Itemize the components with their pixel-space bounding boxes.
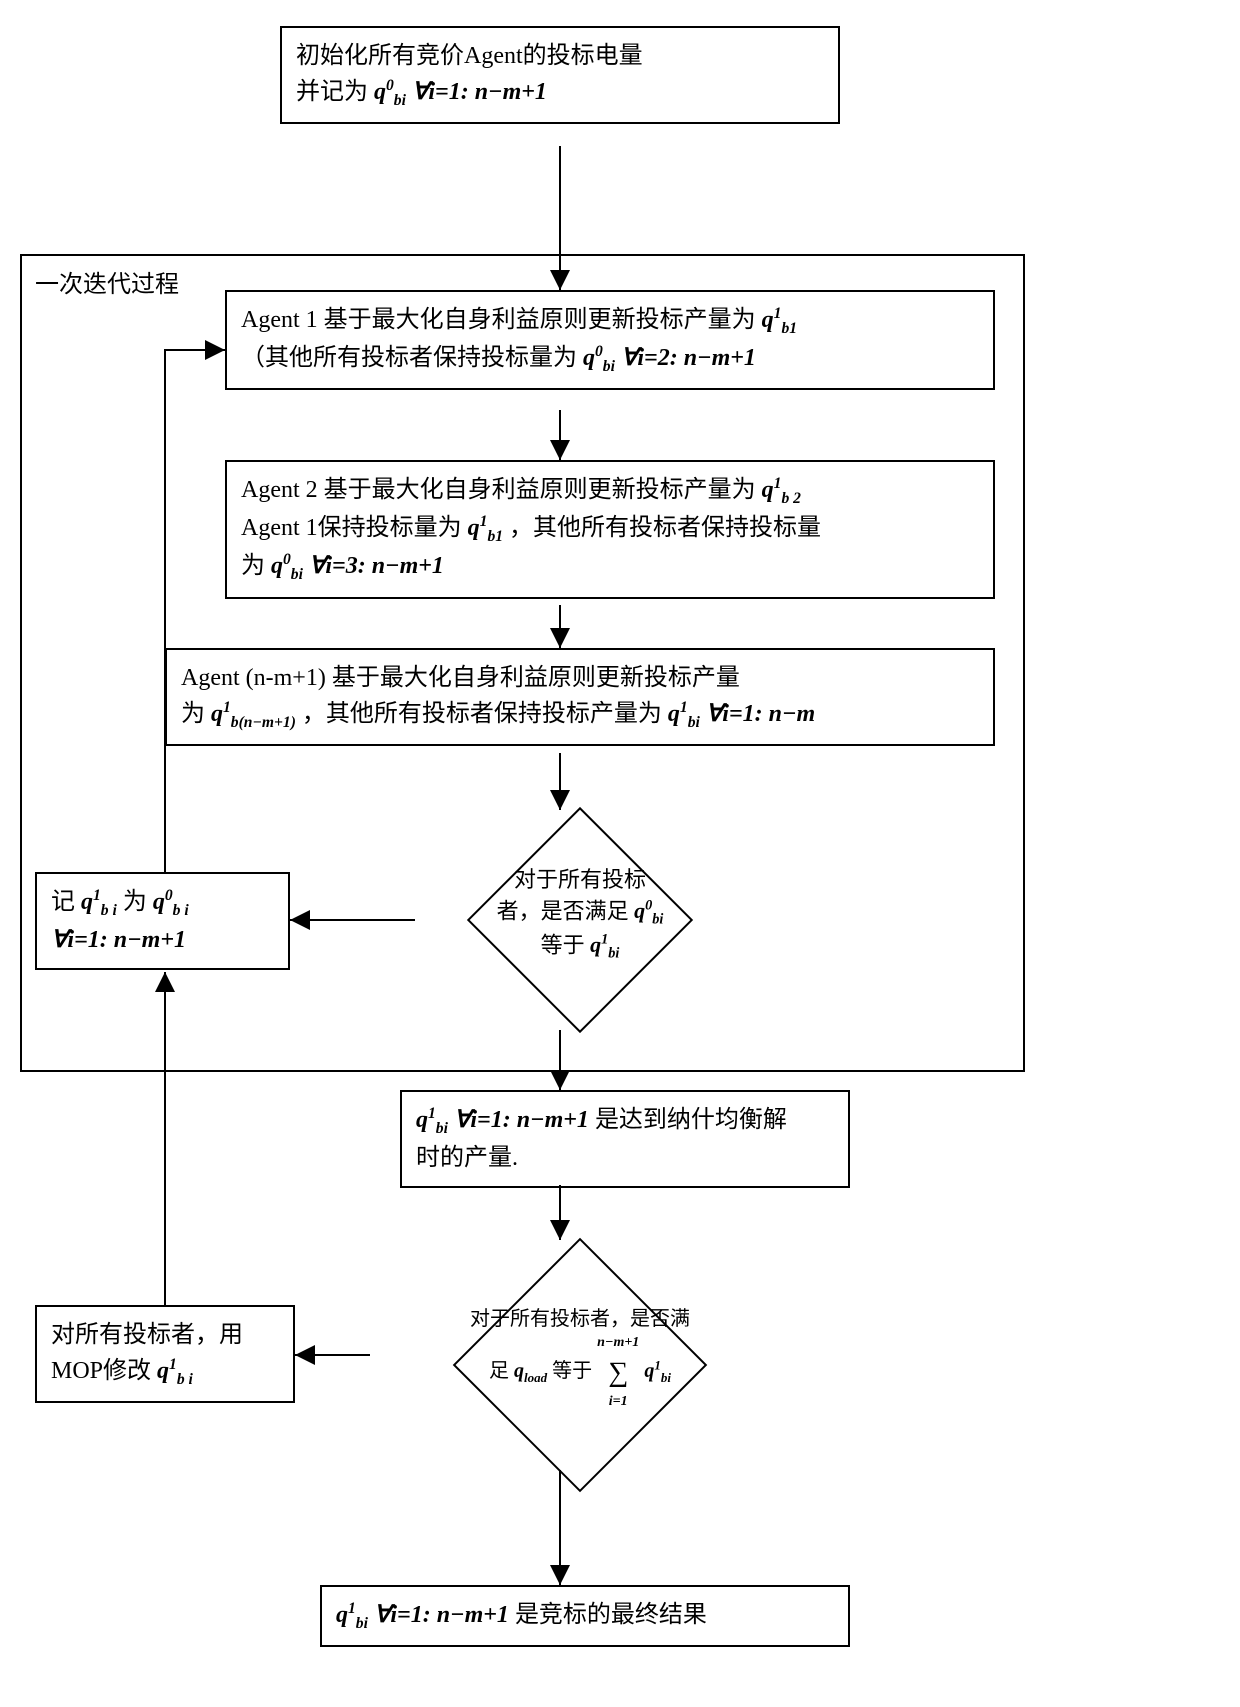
node-agent2: Agent 2 基于最大化自身利益原则更新投标产量为 q1b 2 Agent 1… [225,460,995,599]
nash-line1: q1bi ∀i=1: n−m+1 是达到纳什均衡解 [416,1102,834,1140]
node-final: q1bi ∀i=1: n−m+1 是竞标的最终结果 [320,1585,850,1647]
record-line2: ∀i=1: n−m+1 [51,922,274,958]
init-line2: 并记为 q0bi ∀i=1: n−m+1 [296,74,824,112]
agentn-line1: Agent (n-m+1) 基于最大化自身利益原则更新投标产量 [181,660,979,696]
node-agent1: Agent 1 基于最大化自身利益原则更新投标产量为 q1b1 （其他所有投标者… [225,290,995,390]
decision1: 对于所有投标 者，是否满足 q0bi 等于 q1bi [415,810,745,1030]
agent2-line1: Agent 2 基于最大化自身利益原则更新投标产量为 q1b 2 [241,472,979,510]
node-nash: q1bi ∀i=1: n−m+1 是达到纳什均衡解 时的产量. [400,1090,850,1188]
agent1-line2: （其他所有投标者保持投标量为 q0bi ∀i=2: n−m+1 [241,340,979,378]
agent2-line2: Agent 1保持投标量为 q1b1 ，其他所有投标者保持投标量 [241,510,979,548]
mop-line1: 对所有投标者，用 [51,1317,279,1353]
node-mop: 对所有投标者，用 MOP修改 q1b i [35,1305,295,1403]
agent2-line3: 为 q0bi ∀i=3: n−m+1 [241,548,979,586]
init-line1: 初始化所有竞价Agent的投标电量 [296,38,824,74]
agent1-line1: Agent 1 基于最大化自身利益原则更新投标产量为 q1b1 [241,302,979,340]
decision2: 对于所有投标者，是否满 足 qload 等于 n−m+1 ∑ i=1 q1bi [370,1240,790,1470]
nash-line2: 时的产量. [416,1140,834,1176]
final-line: q1bi ∀i=1: n−m+1 是竞标的最终结果 [336,1597,834,1635]
decision2-text: 对于所有投标者，是否满 足 qload 等于 n−m+1 ∑ i=1 q1bi [425,1305,735,1411]
iteration-label: 一次迭代过程 [35,264,179,299]
mop-line2: MOP修改 q1b i [51,1353,279,1391]
node-record: 记 q1b i 为 q0b i ∀i=1: n−m+1 [35,872,290,970]
agentn-line2: 为 q1b(n−m+1) ，其他所有投标者保持投标产量为 q1bi ∀i=1: … [181,696,979,734]
node-agentn: Agent (n-m+1) 基于最大化自身利益原则更新投标产量 为 q1b(n−… [165,648,995,746]
record-line1: 记 q1b i 为 q0b i [51,884,274,922]
decision1-text: 对于所有投标 者，是否满足 q0bi 等于 q1bi [460,865,700,963]
node-init: 初始化所有竞价Agent的投标电量 并记为 q0bi ∀i=1: n−m+1 [280,26,840,124]
